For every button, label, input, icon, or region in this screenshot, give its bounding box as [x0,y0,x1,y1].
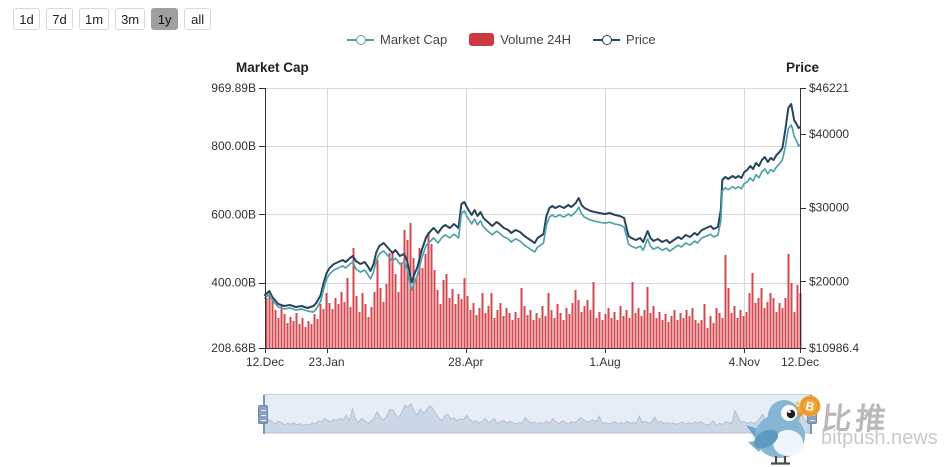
svg-text:23.Jan: 23.Jan [309,355,345,369]
legend-label: Price [626,32,656,47]
legend-item-market-cap[interactable]: Market Cap [347,32,447,47]
volume-bars [265,223,802,348]
legend-item-volume-24h[interactable]: Volume 24H [469,32,571,47]
svg-text:$10986.4: $10986.4 [809,341,859,355]
range-button-3m[interactable]: 3m [115,8,146,30]
left-axis-tick-labels: 969.89B 800.00B 600.00B 400.00B 208.68B [211,81,256,355]
legend-label: Volume 24H [500,32,572,47]
navigator-area [263,402,812,434]
svg-text:$30000: $30000 [809,201,849,215]
right-axis-tick-labels: $46221 $40000 $30000 $20000 $10986.4 [809,81,859,355]
svg-text:400.00B: 400.00B [211,276,256,290]
legend-label: Market Cap [380,32,448,47]
range-button-all[interactable]: all [184,8,212,30]
svg-text:969.89B: 969.89B [211,81,256,95]
range-button-1y[interactable]: 1y [151,8,179,30]
chart-navigator[interactable] [258,394,817,434]
svg-text:$40000: $40000 [809,127,849,141]
legend-bar-marker-icon [469,33,495,46]
svg-text:600.00B: 600.00B [211,207,256,221]
svg-text:208.68B: 208.68B [211,341,256,355]
legend-item-price[interactable]: Price [593,32,656,47]
svg-text:28.Apr: 28.Apr [448,355,483,369]
right-axis-title: Price [786,60,820,75]
market-cap-line [264,124,801,313]
svg-text:B: B [804,399,816,415]
svg-text:12.Dec: 12.Dec [246,355,284,369]
svg-text:$46221: $46221 [809,81,849,95]
svg-text:$20000: $20000 [809,274,849,288]
range-button-1d[interactable]: 1d [13,8,40,30]
svg-text:800.00B: 800.00B [211,139,256,153]
left-axis-title: Market Cap [236,60,309,75]
navigator-left-handle[interactable] [258,405,268,424]
bitpush-bird-logo: B [746,395,821,465]
bitpush-logo-domain: bitpush.news [821,427,938,449]
range-button-7d[interactable]: 7d [46,8,73,30]
x-axis-tick-labels: 12.Dec 23.Jan 28.Apr 1.Aug 4.Nov 12.Dec [246,355,819,369]
svg-text:1.Aug: 1.Aug [589,355,620,369]
svg-text:4.Nov: 4.Nov [729,355,760,369]
legend-line-marker-icon [347,34,374,45]
time-range-buttons: 1d 7d 1m 3m 1y all [13,8,212,30]
svg-text:12.Dec: 12.Dec [781,355,819,369]
chart-legend: Market Cap Volume 24H Price [347,32,656,47]
range-button-1m[interactable]: 1m [79,8,110,30]
legend-line-marker-icon [593,34,621,45]
axis-lines [259,88,806,353]
price-line [264,103,801,309]
